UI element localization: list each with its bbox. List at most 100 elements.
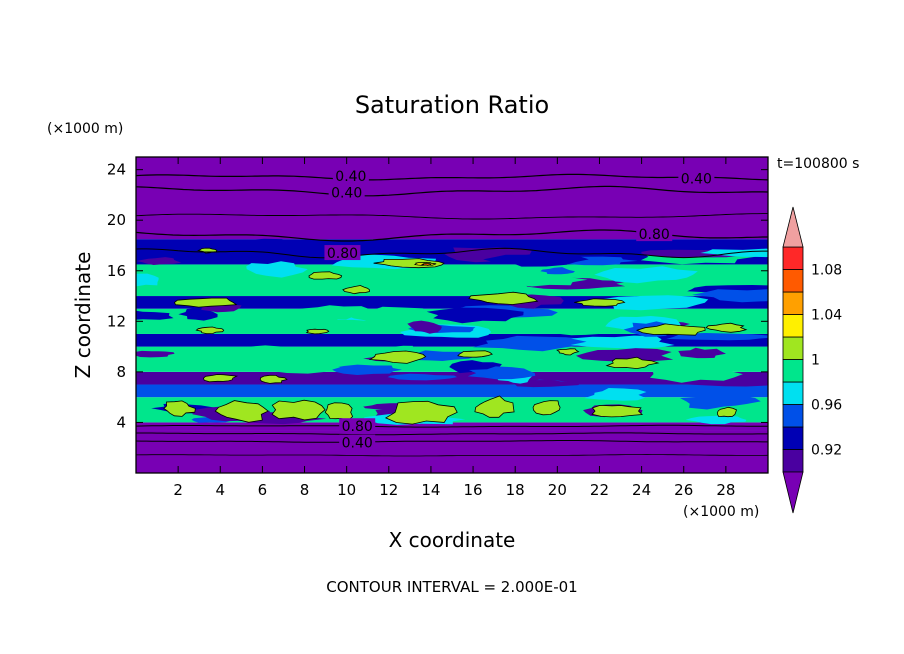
colorbar-label: 1.08 [811,263,842,279]
field-patch [300,305,373,320]
field-patch [308,271,343,280]
field-patch [426,307,524,324]
colorbar-label: 0.96 [811,398,842,414]
field-patch [387,373,458,381]
field-band [136,157,768,240]
field-patch [597,295,709,311]
contour-label: 0.40 [335,169,366,185]
field-patch [342,285,370,295]
contour-label: 0.40 [331,185,362,201]
field-patch [584,388,647,401]
contour-line [135,173,769,181]
contour-label: 0.40 [342,436,373,452]
field-patch [570,335,675,349]
contour-label-bg [328,184,365,200]
x-axis-title: X coordinate [389,528,516,552]
field-patch [468,291,539,305]
contour-label-bg [324,245,361,261]
field-patch [444,409,561,422]
field-patch [305,328,330,335]
x-unit-label: (×1000 m) [683,504,759,520]
colorbar-swatch [782,269,804,293]
time-label: t=100800 s [777,156,859,172]
field-patch [420,263,432,266]
contour-label-bg [678,170,715,186]
field-patch [540,267,575,275]
field-patch [685,415,747,425]
y-tick-label: 20 [107,211,126,229]
field-band [136,430,768,473]
contour-label-bg [332,167,369,183]
y-axis-title: Z coordinate [71,252,95,379]
contour-line [135,440,768,443]
colorbar-over-arrow [782,206,804,248]
field-patch [678,347,726,359]
contour-label-bg [339,418,376,434]
colorbar-swatch [782,359,804,383]
colorbar-swatch [782,246,804,270]
contour-label-bg [636,226,673,242]
field-patch [684,378,768,387]
field-patch [717,406,737,418]
field-patch [483,253,589,267]
field-patch [692,289,768,303]
x-tick-label: 10 [337,481,356,499]
contour-label: 0.40 [681,171,712,187]
contour-label: 0.80 [639,227,670,243]
contour-line [135,454,769,457]
x-tick-label: 16 [464,481,483,499]
colorbar-swatch [782,291,804,315]
field-patch [202,374,239,383]
plot-frame [135,156,769,474]
y-tick-label: 16 [107,262,126,280]
x-tick-label: 12 [379,481,398,499]
field-patch [246,261,308,278]
colorbar-under-arrow [782,471,804,514]
field-patch [576,348,674,362]
colorbar-label: 1 [811,353,820,369]
field-patch [259,374,288,384]
x-tick-label: 22 [590,481,609,499]
field-patch [457,350,493,358]
contour-line [136,432,768,436]
colorbar-swatch [782,449,804,473]
field-patch [332,364,402,375]
field-patch [178,308,218,321]
x-tick-label: 14 [421,481,440,499]
x-tick-label: 28 [716,481,735,499]
y-tick-label: 8 [116,363,126,381]
colorbar-swatch [782,404,804,428]
contour-interval-note: CONTOUR INTERVAL = 2.000E-01 [326,578,577,596]
field-patch [136,257,182,265]
field-patch [532,400,561,416]
y-tick-label: 12 [107,312,126,330]
field-patch [136,350,175,358]
field-patch [635,323,706,336]
field-patch [136,310,174,320]
chart-title: Saturation Ratio [355,91,549,119]
x-tick-label: 20 [548,481,567,499]
x-tick-label: 26 [674,481,693,499]
plot-area [136,157,768,473]
field-patch [542,323,616,336]
field-patch [136,273,159,287]
field-patch [214,400,269,423]
field-patch [368,350,427,364]
x-tick-label: 18 [506,481,525,499]
contour-line [135,213,768,220]
field-band [136,384,768,398]
x-tick-label: 24 [632,481,651,499]
x-tick-label: 6 [258,481,268,499]
field-patch [474,395,515,418]
colorbar-swatch [782,314,804,338]
colorbar-label: 1.04 [811,308,842,324]
field-patch [219,238,293,251]
z-unit-label: (×1000 m) [47,121,123,137]
field-patch [174,297,238,308]
field-band [136,422,768,431]
field-patch [210,345,302,355]
field-patch [637,364,768,372]
contour-line [135,424,768,428]
contour-lines: 0.400.400.400.800.800.800.40 [135,167,769,457]
field-patch [574,298,626,307]
